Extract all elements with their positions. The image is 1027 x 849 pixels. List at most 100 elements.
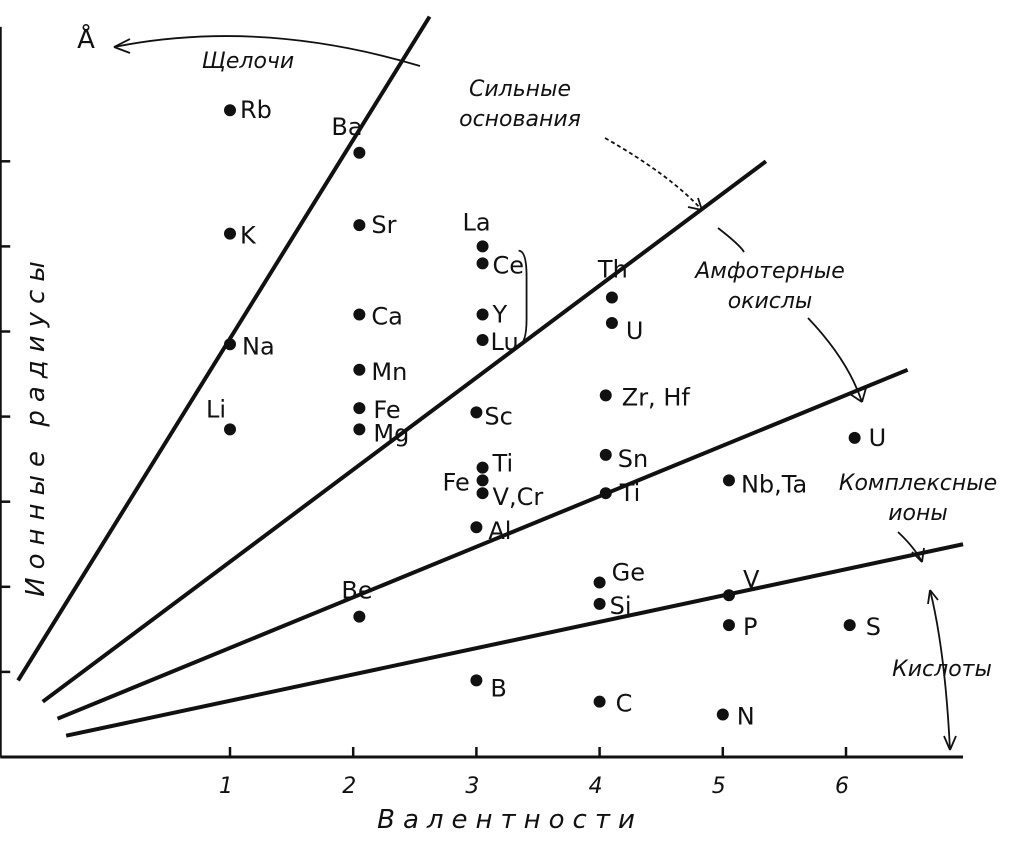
data-point-label: Zr, Hf — [622, 383, 691, 411]
data-point — [353, 610, 366, 623]
data-point-label: U — [626, 317, 644, 345]
data-point — [605, 291, 618, 304]
bases-arc-arrowhead — [687, 197, 703, 211]
data-point — [722, 589, 735, 602]
data-point-label: Mn — [371, 358, 407, 386]
data-point — [476, 240, 489, 253]
data-point-label: S — [866, 613, 881, 641]
region-label-acids: Кислоты — [892, 657, 992, 682]
data-point — [470, 406, 483, 419]
region-label-complex-ions: Комплексные ионы — [839, 471, 997, 526]
separator-line-3 — [56, 367, 909, 721]
x-tick-label: 5 — [712, 774, 726, 799]
region-arcs-layer — [113, 35, 957, 751]
acids-arc-arrowhead-bottom — [943, 735, 957, 751]
data-point — [470, 521, 483, 534]
data-point — [353, 146, 366, 159]
separator-lines-layer — [16, 15, 964, 738]
acids-arc-arrowhead-top — [927, 589, 939, 605]
axes-layer: 1234560,20,40,60,81,01,21,4 — [0, 26, 964, 799]
data-point-label: Y — [492, 300, 508, 328]
x-tick-label: 4 — [589, 774, 603, 799]
data-point — [476, 461, 489, 474]
x-tick-label: 2 — [342, 774, 356, 799]
data-point-label: Ti — [619, 479, 641, 507]
data-point-label: La — [463, 208, 491, 236]
bases-arc — [604, 137, 703, 211]
text-layer: Валентности Ионные радиусы Å Rb K Na Li Ba Sr Ca M… — [21, 23, 997, 835]
data-point-label: Be — [341, 577, 372, 605]
data-point-label: N — [737, 702, 755, 730]
data-point — [353, 363, 366, 376]
data-point-label: Nb,Ta — [741, 470, 807, 498]
data-point-label: Rb — [240, 96, 272, 124]
separator-line-2 — [41, 159, 768, 704]
data-point — [224, 338, 236, 351]
data-point-label: Na — [242, 332, 275, 360]
data-point — [476, 487, 489, 500]
data-point-label: C — [616, 690, 633, 718]
data-point — [353, 423, 366, 436]
data-point-label: Ba — [331, 113, 362, 141]
data-point-label: Ca — [371, 302, 402, 330]
data-point — [353, 402, 366, 415]
data-point-label: V,Cr — [493, 483, 544, 511]
data-point-label: Ce — [493, 251, 525, 279]
data-point — [843, 619, 856, 632]
alkali-arc-arrowhead — [113, 38, 131, 54]
data-point-label: Sr — [371, 211, 396, 239]
points-layer — [224, 104, 861, 721]
data-point — [476, 308, 489, 321]
amphoteric-arc-arrowhead — [849, 387, 867, 403]
data-point — [593, 576, 606, 589]
data-point — [848, 431, 861, 444]
data-point — [722, 619, 735, 632]
data-point — [224, 104, 236, 117]
data-point-label: Ti — [492, 450, 514, 478]
data-point-label: V — [743, 565, 760, 593]
data-point-label: U — [869, 424, 887, 452]
data-point-label: Sc — [484, 402, 512, 430]
data-point — [224, 227, 236, 240]
data-point-label: Li — [206, 395, 226, 423]
amphoteric-arc-top — [717, 227, 745, 253]
x-tick-label: 3 — [465, 774, 479, 799]
group-bracket — [518, 249, 528, 346]
amphoteric-arc — [807, 317, 863, 403]
data-point — [599, 487, 612, 500]
data-point — [470, 674, 483, 687]
data-point-label: P — [743, 613, 757, 641]
y-axis-title: Ионные радиусы — [21, 253, 51, 597]
x-tick-label: 6 — [835, 774, 849, 799]
data-point — [476, 474, 489, 487]
data-point-label: Sn — [618, 445, 648, 473]
data-point — [476, 257, 489, 270]
data-point — [593, 695, 606, 708]
data-point-label: Mg — [373, 419, 409, 447]
data-point — [722, 474, 735, 487]
separator-line-1 — [16, 15, 432, 682]
data-point-label: Ge — [612, 559, 645, 587]
data-point-label: K — [240, 222, 257, 250]
alkali-arc — [113, 35, 421, 67]
y-unit-label: Å — [77, 23, 95, 55]
region-label-amphoteric: Амфотерные окислы — [693, 259, 845, 314]
data-point-label: Th — [597, 255, 628, 283]
data-point-label: Fe — [443, 468, 470, 496]
data-point-label: Lu — [491, 328, 519, 356]
x-axis-title: Валентности — [377, 805, 643, 835]
data-point — [593, 597, 606, 610]
separator-line-4 — [65, 542, 964, 738]
data-point-label: Fe — [373, 396, 400, 424]
x-tick-label: 1 — [219, 774, 233, 799]
region-label-strong-bases: Сильные основания — [459, 77, 581, 132]
data-point — [716, 708, 729, 721]
region-label-alkali: Щелочи — [202, 49, 294, 74]
acids-arc — [929, 589, 951, 751]
data-point — [224, 423, 236, 436]
data-point — [353, 308, 366, 321]
data-point-label: Al — [488, 517, 511, 545]
data-point — [353, 219, 366, 232]
